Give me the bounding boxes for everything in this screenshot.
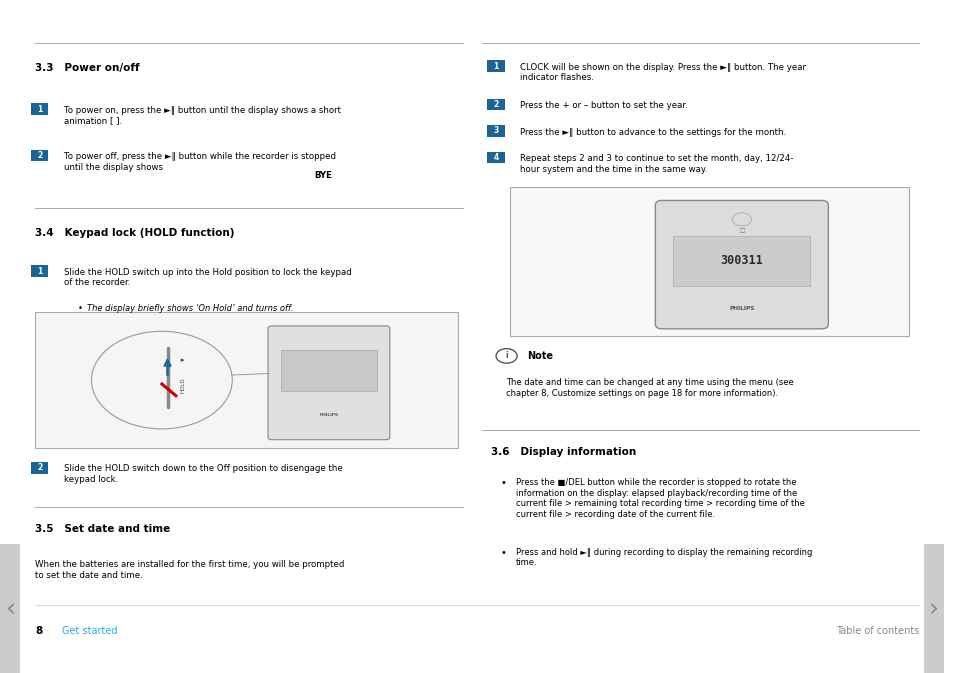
Text: Slide the HOLD switch up into the Hold position to lock the keypad
of the record: Slide the HOLD switch up into the Hold p… [64, 268, 351, 287]
Text: BYE: BYE [314, 172, 332, 180]
FancyBboxPatch shape [487, 151, 504, 164]
Text: 1: 1 [37, 105, 42, 114]
Text: Press the + or – button to set the year.: Press the + or – button to set the year. [519, 101, 687, 110]
Text: •: • [500, 548, 506, 558]
Text: 1: 1 [37, 267, 42, 276]
Text: 2: 2 [493, 100, 498, 109]
FancyBboxPatch shape [31, 462, 49, 474]
Text: The display briefly shows ‘On Hold’ and turns off.: The display briefly shows ‘On Hold’ and … [88, 304, 294, 314]
Text: 8: 8 [35, 627, 42, 637]
Text: •: • [500, 479, 506, 489]
Text: PHILIPS: PHILIPS [728, 306, 754, 311]
Text: Press and hold ►‖ during recording to display the remaining recording
time.: Press and hold ►‖ during recording to di… [516, 548, 812, 567]
Text: □: □ [739, 229, 743, 234]
Text: 1: 1 [493, 62, 498, 71]
Text: ›: › [928, 598, 938, 622]
Text: Slide the HOLD switch down to the Off position to disengage the
keypad lock.: Slide the HOLD switch down to the Off po… [64, 464, 342, 484]
FancyBboxPatch shape [487, 125, 504, 137]
Text: 3: 3 [493, 127, 498, 135]
FancyBboxPatch shape [487, 98, 504, 110]
Text: ▼: ▼ [180, 358, 185, 361]
Text: When the batteries are installed for the first time, you will be prompted
to set: When the batteries are installed for the… [35, 561, 344, 579]
FancyBboxPatch shape [281, 350, 376, 392]
Text: To power off, press the ►‖ button while the recorder is stopped
until the displa: To power off, press the ►‖ button while … [64, 152, 335, 172]
FancyBboxPatch shape [0, 544, 20, 673]
Text: 3.6   Display information: 3.6 Display information [491, 447, 636, 456]
FancyBboxPatch shape [268, 326, 390, 439]
Text: 2: 2 [37, 463, 42, 472]
Text: HOLD: HOLD [180, 377, 185, 393]
FancyBboxPatch shape [673, 236, 810, 286]
FancyBboxPatch shape [487, 60, 504, 72]
Text: 300311: 300311 [720, 254, 762, 267]
Text: Get started: Get started [62, 627, 117, 637]
Text: CLOCK will be shown on the display. Press the ►‖ button. The year
indicator flas: CLOCK will be shown on the display. Pres… [519, 63, 805, 82]
FancyBboxPatch shape [510, 187, 908, 336]
FancyBboxPatch shape [31, 265, 49, 277]
FancyBboxPatch shape [923, 544, 943, 673]
Text: ‹: ‹ [5, 598, 15, 622]
Text: •: • [78, 304, 86, 314]
Text: 3.3   Power on/off: 3.3 Power on/off [35, 63, 139, 73]
Text: PHILIPS: PHILIPS [319, 413, 338, 417]
Text: Note: Note [527, 351, 553, 361]
Text: 2: 2 [37, 151, 42, 160]
Text: Table of contents: Table of contents [835, 627, 918, 637]
Text: To power on, press the ►‖ button until the display shows a short
animation [ ].: To power on, press the ►‖ button until t… [64, 106, 340, 125]
FancyBboxPatch shape [31, 103, 49, 115]
Text: i: i [505, 351, 507, 361]
FancyBboxPatch shape [31, 149, 49, 162]
Text: 3.4   Keypad lock (HOLD function): 3.4 Keypad lock (HOLD function) [35, 228, 234, 238]
Text: Press the ■/DEL button while the recorder is stopped to rotate the
information o: Press the ■/DEL button while the recorde… [516, 479, 804, 518]
FancyBboxPatch shape [655, 201, 827, 329]
Text: Repeat steps 2 and 3 to continue to set the month, day, 12/24-
hour system and t: Repeat steps 2 and 3 to continue to set … [519, 154, 793, 174]
Text: 3.5   Set date and time: 3.5 Set date and time [35, 524, 170, 534]
Text: Press the ►‖ button to advance to the settings for the month.: Press the ►‖ button to advance to the se… [519, 128, 785, 137]
Text: The date and time can be changed at any time using the menu (see
chapter 8, Cust: The date and time can be changed at any … [505, 378, 793, 398]
Text: 4: 4 [493, 153, 498, 162]
FancyBboxPatch shape [35, 312, 457, 448]
